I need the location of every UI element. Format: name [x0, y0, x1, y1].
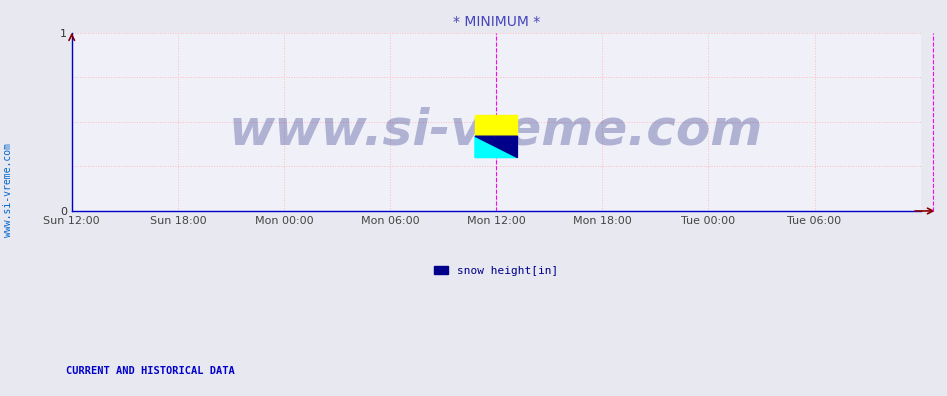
Legend: snow height[in]: snow height[in] — [430, 261, 563, 280]
Polygon shape — [475, 136, 517, 158]
Bar — [475, 115, 517, 136]
Text: www.si-vreme.com: www.si-vreme.com — [229, 107, 763, 155]
Polygon shape — [475, 136, 517, 158]
Text: www.si-vreme.com: www.si-vreme.com — [3, 143, 13, 237]
Title: * MINIMUM *: * MINIMUM * — [453, 15, 540, 29]
Text: CURRENT AND HISTORICAL DATA: CURRENT AND HISTORICAL DATA — [66, 366, 235, 376]
